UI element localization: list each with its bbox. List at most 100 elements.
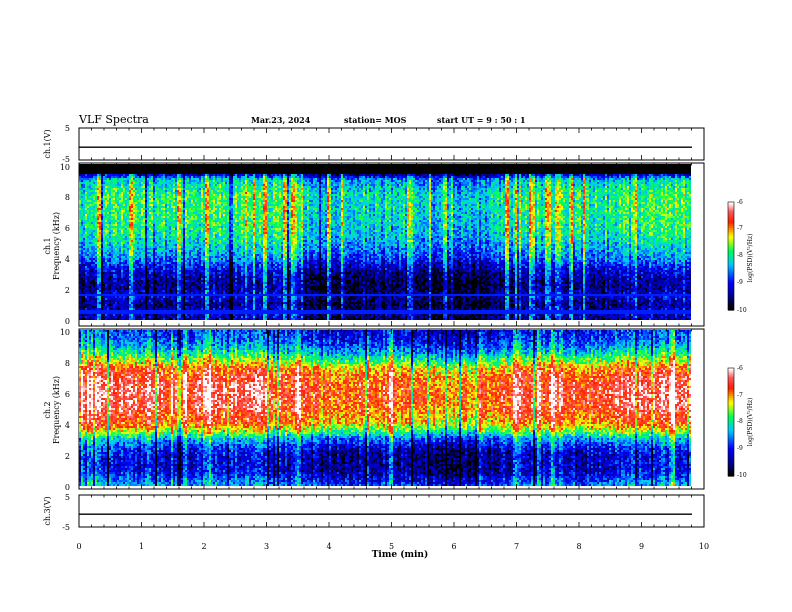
spectrogram-cell [91,210,93,212]
spectrogram-cell [91,294,93,296]
spectrogram-cell [91,200,93,202]
spectrogram-cell [93,270,95,272]
spectrogram-cell [89,202,91,204]
spectrogram-cell [83,186,85,188]
spectrogram-cell [93,200,95,202]
spectrogram-cell [89,210,91,212]
spectrogram-cell [93,192,95,194]
spectrogram-cell [91,262,93,264]
spectrogram-cell [79,240,81,242]
spectrogram-cell [79,180,81,182]
spectrogram-cell [95,312,97,314]
spectrogram-cell [89,228,91,230]
spectrogram-cell [83,250,85,252]
spectrogram-cell [85,194,87,196]
spectrogram-cell [79,236,81,238]
spectrogram-cell [85,250,87,252]
spectrogram-cell [87,200,89,202]
spectrogram-cell [97,164,99,166]
spectrogram-cell [89,270,91,272]
spectrogram-cell [91,298,93,300]
spectrogram-cell [89,178,91,180]
spectrogram-cell [89,244,91,246]
spectrogram-cell [91,194,93,196]
spectrogram-cell [83,318,85,320]
spectrogram-cell [89,314,91,316]
spectrogram-cell [87,238,89,240]
spectrogram-cell [83,290,85,292]
spectrogram-cell [87,274,89,276]
spectrogram-cell [91,226,93,228]
spectrogram-cell [87,246,89,248]
spectrogram-cell [89,294,91,296]
spectrogram-cell [85,302,87,304]
spectrogram-cell [93,266,95,268]
spectrogram-cell [83,278,85,280]
spectrogram-cell [95,278,97,280]
spectrogram-cell [93,296,95,298]
spectrogram-cell [93,300,95,302]
spectrogram-cell [83,270,85,272]
spectrogram-cell [81,310,83,312]
spectrogram-cell [87,270,89,272]
spectrogram-cell [91,266,93,268]
spectrogram-cell [85,180,87,182]
spectrogram-cell [81,190,83,192]
spectrogram-cell [79,318,81,320]
spectrogram-cell [83,294,85,296]
spectrogram-cell [89,250,91,252]
spectrogram-cell [93,290,95,292]
spectrogram-cell [89,248,91,250]
spectrogram-cell [89,264,91,266]
spectrogram-cell [95,292,97,294]
spectrogram-cell [91,218,93,220]
spectrogram-cell [85,198,87,200]
spectrogram-cell [79,302,81,304]
spectrogram-cell [85,310,87,312]
spectrogram-cell [91,222,93,224]
spectrogram-cell [89,252,91,254]
spectrogram-cell [85,254,87,256]
spectrogram-cell [91,232,93,234]
spectrogram-cell [81,248,83,250]
spectrogram-cell [93,272,95,274]
spectrogram-cell [79,294,81,296]
spectrogram-cell [79,290,81,292]
figure: VLF Spectra Mar.23, 2024 station= MOS st… [0,0,792,612]
spectrogram-cell [93,186,95,188]
spectrogram-cell [95,290,97,292]
spectrogram-cell [87,280,89,282]
spectrogram-cell [89,212,91,214]
spectrogram-cell [85,210,87,212]
spectrogram-cell [79,218,81,220]
spectrogram-cell [79,308,81,310]
spectrogram-cell [93,170,95,172]
spectrogram-cell [93,298,95,300]
spectrogram-cell [91,256,93,258]
spectrogram-cell [89,234,91,236]
spectrogram-cell [95,302,97,304]
spectrogram-cell [95,298,97,300]
spectrogram-cell [89,282,91,284]
spectrogram-cell [95,208,97,210]
spectrogram-cell [85,312,87,314]
spectrogram-cell [83,166,85,168]
spectrogram-cell [81,256,83,258]
spectrogram-cell [79,310,81,312]
spectrogram-cell [83,190,85,192]
spectrogram-cell [83,196,85,198]
spectrogram-cell [83,242,85,244]
spectrogram-cell [79,270,81,272]
spectrogram-cell [91,282,93,284]
spectrogram-cell [91,310,93,312]
spectrogram-cell [79,178,81,180]
spectrogram-cell [81,194,83,196]
spectrogram-cell [79,204,81,206]
spectrogram-cell [79,192,81,194]
spectrogram-cell [95,308,97,310]
spectrogram-cell [85,262,87,264]
spectrogram-cell [83,298,85,300]
spectrogram-cell [85,268,87,270]
spectrogram-cell [89,180,91,182]
spectrogram-cell [83,206,85,208]
